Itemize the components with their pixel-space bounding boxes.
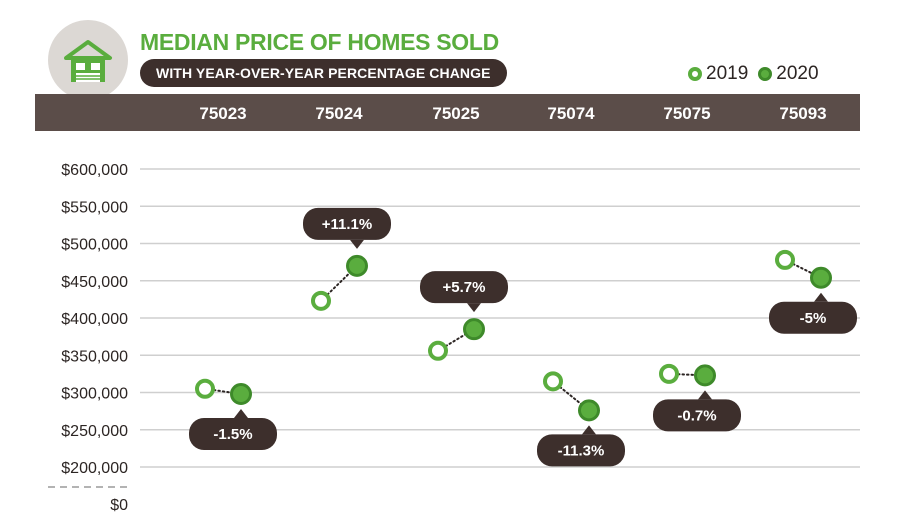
change-bubble-pointer-75023 bbox=[234, 408, 248, 418]
point-2020-75093 bbox=[810, 266, 832, 289]
change-bubble-pointer-75024 bbox=[350, 239, 364, 249]
point-2019-75023 bbox=[195, 378, 215, 399]
point-2019-75074 bbox=[543, 371, 563, 392]
category-label-75023: 75023 bbox=[199, 104, 246, 123]
chart-title: MEDIAN PRICE OF HOMES SOLD bbox=[140, 29, 499, 55]
point-2020-75023 bbox=[230, 382, 252, 405]
house-icon bbox=[64, 40, 112, 82]
chart-subtitle: WITH YEAR-OVER-YEAR PERCENTAGE CHANGE bbox=[140, 59, 507, 87]
legend-swatch-2020 bbox=[758, 67, 773, 81]
y-tick-label: $550,000 bbox=[61, 199, 128, 216]
change-label-75023: -1.5% bbox=[213, 426, 252, 443]
category-label-75024: 75024 bbox=[315, 104, 363, 123]
y-tick-label: $500,000 bbox=[61, 237, 128, 254]
change-label-75075: -0.7% bbox=[677, 407, 716, 424]
y-tick-label: $600,000 bbox=[61, 162, 128, 179]
connector-75074 bbox=[552, 380, 590, 412]
change-label-75024: +11.1% bbox=[322, 216, 372, 233]
change-bubble-75023 bbox=[189, 417, 277, 450]
legend: 2019 2020 bbox=[688, 62, 829, 86]
y-tick-label: $450,000 bbox=[61, 274, 128, 291]
category-label-75025: 75025 bbox=[432, 104, 479, 123]
y-tick-label: $300,000 bbox=[61, 386, 128, 403]
category-header-band bbox=[35, 94, 860, 131]
category-label-75075: 75075 bbox=[663, 104, 710, 123]
change-bubble-pointer-75093 bbox=[814, 292, 828, 302]
point-2020-75074 bbox=[578, 399, 600, 422]
legend-swatch-2019 bbox=[688, 67, 702, 81]
point-2020-75075 bbox=[694, 364, 716, 387]
legend-item-2019: 2019 bbox=[688, 63, 748, 85]
change-bubble-75093 bbox=[769, 301, 857, 334]
point-2019-75093 bbox=[775, 249, 795, 270]
category-label-75093: 75093 bbox=[779, 104, 826, 123]
point-2019-75075 bbox=[659, 363, 679, 384]
y-tick-label: $350,000 bbox=[61, 348, 128, 365]
house-icon-badge bbox=[48, 20, 128, 100]
change-bubble-pointer-75075 bbox=[698, 390, 712, 400]
y-tick-label: $200,000 bbox=[61, 460, 128, 477]
change-bubble-75075 bbox=[653, 399, 741, 432]
point-2020-75025 bbox=[463, 318, 485, 341]
category-label-75074: 75074 bbox=[547, 104, 595, 123]
change-bubble-pointer-75025 bbox=[467, 303, 481, 313]
y-tick-label: $400,000 bbox=[61, 311, 128, 328]
y-tick-label: $250,000 bbox=[61, 423, 128, 440]
legend-label-2020: 2020 bbox=[776, 63, 819, 84]
change-label-75025: +5.7% bbox=[443, 279, 486, 296]
point-2020-75024 bbox=[346, 254, 368, 277]
y-baseline-label: $0 bbox=[110, 497, 128, 514]
change-label-75093: -5% bbox=[800, 310, 827, 327]
change-bubble-75025 bbox=[420, 271, 508, 304]
legend-label-2019: 2019 bbox=[706, 63, 749, 84]
point-2019-75024 bbox=[311, 290, 331, 311]
point-2019-75025 bbox=[428, 340, 448, 361]
change-bubble-75074 bbox=[537, 434, 625, 467]
change-bubble-pointer-75074 bbox=[582, 425, 596, 435]
legend-item-2020: 2020 bbox=[758, 63, 819, 85]
change-label-75074: -11.3% bbox=[558, 442, 605, 459]
change-bubble-75024 bbox=[303, 207, 391, 240]
